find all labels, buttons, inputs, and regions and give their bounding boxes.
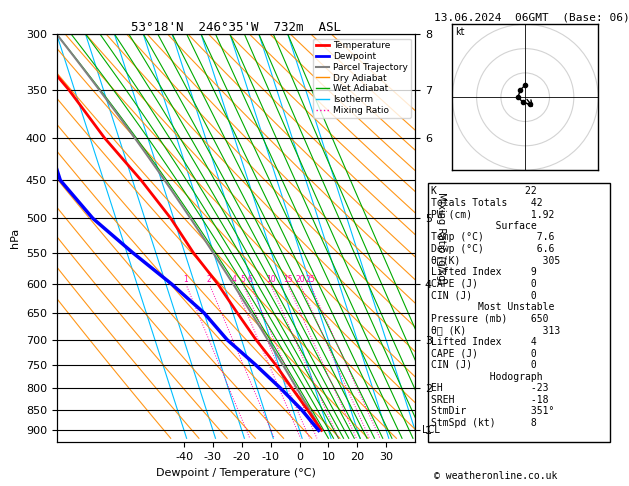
Text: 6: 6 [248, 275, 252, 284]
Text: © weatheronline.co.uk: © weatheronline.co.uk [434, 471, 557, 481]
Text: 10: 10 [265, 275, 276, 284]
Y-axis label: hPa: hPa [10, 228, 20, 248]
Text: 13.06.2024  06GMT  (Base: 06): 13.06.2024 06GMT (Base: 06) [434, 12, 629, 22]
Text: 4: 4 [232, 275, 237, 284]
Y-axis label: Mixing Ratio (g/kg): Mixing Ratio (g/kg) [436, 192, 446, 284]
Text: 15: 15 [283, 275, 292, 284]
Text: 25: 25 [305, 275, 314, 284]
Text: 5: 5 [240, 275, 245, 284]
X-axis label: Dewpoint / Temperature (°C): Dewpoint / Temperature (°C) [156, 468, 316, 478]
Text: 20: 20 [295, 275, 305, 284]
Text: 2: 2 [207, 275, 212, 284]
Text: K               22
Totals Totals    42
PW (cm)          1.92
           Surface : K 22 Totals Totals 42 PW (cm) 1.92 Surfa… [431, 186, 607, 439]
Text: kt: kt [455, 27, 465, 37]
Legend: Temperature, Dewpoint, Parcel Trajectory, Dry Adiabat, Wet Adiabat, Isotherm, Mi: Temperature, Dewpoint, Parcel Trajectory… [313, 38, 411, 118]
Text: 1: 1 [184, 275, 188, 284]
Title: 53°18'N  246°35'W  732m  ASL: 53°18'N 246°35'W 732m ASL [131, 21, 341, 34]
Text: LCL: LCL [422, 425, 440, 435]
